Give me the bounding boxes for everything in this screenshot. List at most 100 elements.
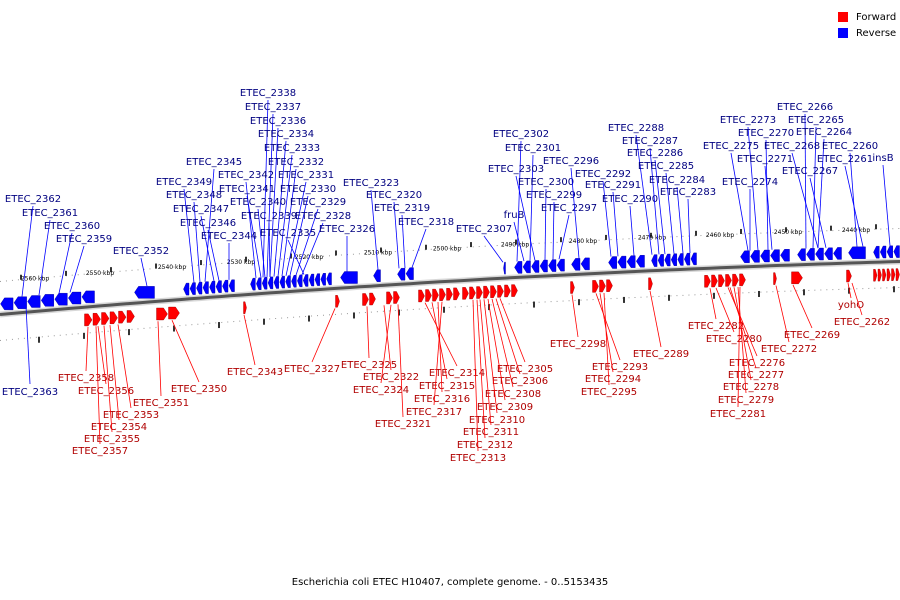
reverse-gene-leader: [281, 168, 297, 277]
forward-gene-label: ETEC_2295: [581, 387, 637, 398]
track-tick: [605, 234, 607, 240]
reverse-gene-leader: [289, 195, 309, 276]
scale-tick-label: 2450 kbp: [774, 229, 802, 236]
reverse-gene-leader: [287, 239, 305, 275]
forward-gene-leader: [397, 304, 404, 418]
reverse-gene-label: ETEC_2319: [374, 203, 430, 214]
forward-gene-label: ETEC_2272: [761, 344, 817, 355]
reverse-gene-leader: [266, 113, 274, 278]
forward-gene-arrow: [886, 268, 891, 282]
track-tick: [65, 270, 67, 276]
scale-tick-label: 2500 kbp: [433, 245, 461, 252]
forward-gene-leader: [847, 283, 852, 299]
reverse-gene-arrow: [209, 280, 216, 294]
reverse-gene-arrow: [302, 274, 309, 287]
forward-gene-leader: [737, 286, 741, 408]
reverse-gene-label: ETEC_2363: [2, 387, 58, 398]
reverse-gene-label: ETEC_2283: [660, 187, 716, 198]
reverse-gene-arrow: [285, 275, 291, 288]
legend-reverse: Reverse: [838, 25, 896, 41]
reverse-gene-leader: [483, 235, 504, 263]
forward-gene-label: ETEC_2315: [419, 381, 475, 392]
reverse-gene-label: ETEC_2361: [22, 208, 78, 219]
reverse-gene-leader: [849, 152, 858, 247]
track-tick: [290, 253, 292, 259]
reverse-gene-arrow: [373, 269, 381, 282]
reverse-gene-arrow: [297, 274, 303, 288]
forward-gene-arrow: [476, 286, 483, 299]
legend-forward-label: Forward: [856, 11, 897, 23]
forward-gene-label: ETEC_2356: [78, 386, 134, 397]
forward-gene-arrow: [425, 289, 432, 302]
forward-gene-leader: [727, 287, 758, 357]
reverse-gene-label: ETEC_2299: [526, 190, 582, 201]
reverse-gene-label: ETEC_2285: [638, 161, 694, 172]
forward-gene-label: ETEC_2327: [284, 364, 340, 375]
forward-gene-leader: [95, 326, 101, 445]
forward-gene-leader: [715, 287, 735, 333]
forward-gene-arrow: [732, 273, 739, 287]
forward-gene-arrow: [386, 291, 393, 305]
reverse-gene-label: ETEC_2332: [268, 157, 324, 168]
forward-gene-arrow: [725, 274, 732, 287]
reverse-gene-leader: [804, 113, 807, 249]
reverse-gene-label: ETEC_2360: [44, 221, 100, 232]
reverse-gene-leader: [747, 126, 759, 251]
reverse-gene-label: ETEC_2296: [543, 156, 599, 167]
reverse-gene-leader: [370, 189, 379, 270]
reverse-gene-arrow: [54, 292, 68, 306]
forward-gene-leader: [109, 325, 120, 421]
reverse-gene-label: ETEC_2300: [518, 177, 574, 188]
track-tick: [623, 296, 625, 303]
forward-gene-arrow: [846, 269, 852, 283]
track-tick: [668, 294, 670, 301]
reverse-gene-arrow: [291, 275, 297, 288]
reverse-gene-arrow: [68, 291, 82, 305]
track-tick: [335, 250, 337, 256]
forward-gene-arrow: [362, 293, 369, 306]
forward-gene-label: ETEC_2354: [91, 422, 147, 433]
forward-gene-leader: [649, 290, 662, 348]
reverse-gene-arrow: [690, 252, 697, 266]
forward-gene-arrow: [126, 310, 135, 323]
reverse-gene-arrow: [503, 261, 506, 275]
forward-gene-leader: [437, 301, 443, 393]
reverse-gene-arrow: [651, 254, 658, 267]
forward-gene-arrow: [490, 285, 497, 298]
forward-gene-arrow: [599, 279, 606, 293]
track-tick: [263, 318, 265, 325]
reverse-gene-label: ETEC_2323: [343, 178, 399, 189]
reverse-gene-arrow: [261, 277, 268, 290]
reverse-gene-leader: [273, 140, 287, 277]
reverse-gene-label: ETEC_2261: [817, 154, 873, 165]
reverse-gene-label: ETEC_2345: [186, 157, 242, 168]
reverse-gene-arrow: [664, 253, 671, 267]
forward-gene-label: ETEC_2355: [84, 434, 140, 445]
forward-gene-arrow: [462, 287, 469, 300]
forward-gene-arrow: [418, 289, 425, 303]
reverse-gene-leader: [285, 181, 307, 276]
reverse-gene-leader: [558, 214, 570, 260]
forward-gene-leader: [243, 314, 256, 366]
reverse-gene-label: ETEC_2260: [822, 141, 878, 152]
forward-gene-leader: [775, 285, 790, 343]
forward-gene-arrow: [606, 279, 613, 292]
reverse-gene-arrow: [0, 297, 14, 311]
reverse-gene-label: ETEC_2333: [264, 143, 320, 154]
reverse-gene-leader: [817, 138, 825, 249]
reverse-gene-leader: [665, 172, 675, 254]
reverse-gene-arrow: [134, 286, 155, 299]
scale-tick-label: 2510 kbp: [364, 250, 392, 257]
track-tick: [398, 309, 400, 316]
reverse-gene-label: ETEC_2290: [602, 194, 658, 205]
reverse-gene-leader: [812, 126, 817, 249]
forward-gene-arrow: [504, 284, 511, 298]
reverse-gene-label: fruB: [504, 210, 525, 221]
reverse-gene-arrow: [684, 252, 691, 266]
forward-gene-arrow: [718, 274, 725, 287]
reverse-gene-leader: [629, 205, 635, 256]
track-tick: [785, 227, 787, 233]
forward-gene-label: ETEC_2317: [406, 407, 462, 418]
genome-caption: Escherichia coli ETEC H10407, complete g…: [291, 577, 609, 588]
forward-gene-leader: [157, 321, 162, 397]
